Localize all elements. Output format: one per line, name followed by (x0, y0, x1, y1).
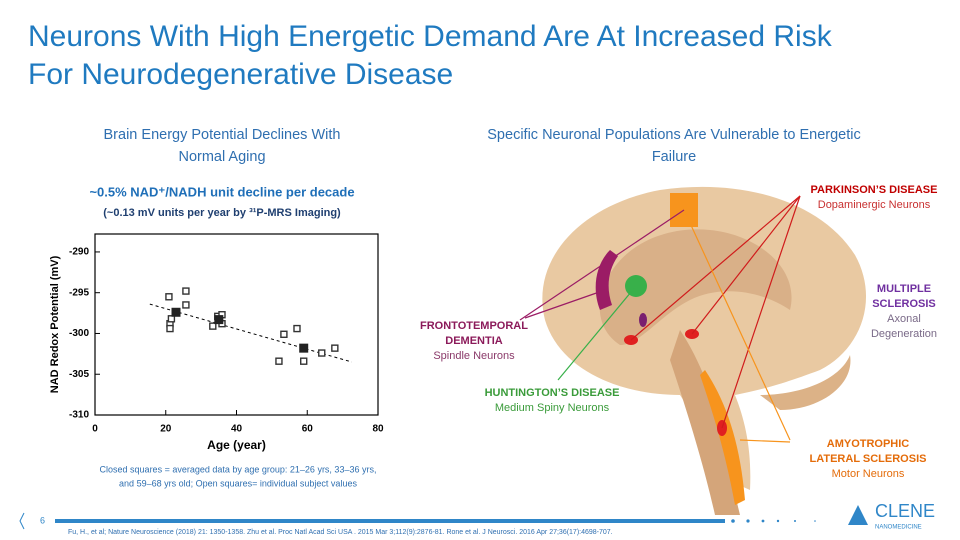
title-line: For Neurodegenerative Disease (28, 58, 453, 91)
arrow (630, 195, 801, 341)
open-square (331, 344, 339, 352)
page-number: 6 (40, 515, 45, 525)
brain-illustration (519, 186, 867, 515)
label-subtitle: Axonal (887, 313, 921, 325)
label-title: LATERAL SCLEROSIS (810, 453, 927, 465)
title: Neurons With High Energetic Demand Are A… (28, 20, 833, 91)
logo-subtitle: NANOMEDICINE (875, 525, 922, 531)
x-tick-label: 40 (231, 424, 243, 435)
x-tick-label: 0 (92, 424, 98, 435)
y-tick-label: -295 (69, 287, 89, 298)
arrow (524, 289, 606, 319)
y-axis-label: NAD Redox Potential (mV) (49, 255, 61, 393)
x-tick-label: 20 (160, 424, 172, 435)
x-tick-label: 80 (372, 424, 384, 435)
label-subtitle: Dopaminergic Neurons (818, 199, 931, 211)
label-subtitle: Spindle Neurons (433, 350, 515, 362)
label-title: DEMENTIA (445, 335, 503, 347)
page-bracket (19, 512, 25, 530)
panel-heading: Brain Energy Potential Declines With (104, 127, 341, 143)
open-square (275, 357, 283, 365)
arrow (721, 195, 801, 429)
open-square (182, 301, 190, 309)
x-axis-label: Age (year) (207, 438, 266, 452)
closed-square (171, 307, 181, 317)
open-square (280, 330, 288, 338)
caption: and 59–68 yrs old; Open squares= individ… (119, 478, 357, 488)
closed-square (214, 315, 224, 325)
open-square (300, 357, 308, 365)
title-line: Neurons With High Energetic Demand Are A… (28, 20, 833, 53)
panel-heading: Normal Aging (178, 149, 265, 165)
panel-heading: Specific Neuronal Populations Are Vulner… (487, 127, 860, 143)
brainstem (670, 330, 740, 515)
closed-square (299, 343, 309, 353)
arrow (519, 209, 685, 321)
open-square (165, 293, 173, 301)
open-square (209, 322, 217, 330)
open-square (182, 287, 190, 295)
open-square (166, 324, 174, 333)
label-subtitle: Medium Spiny Neurons (495, 402, 610, 414)
subhighlight: (~0.13 mV units per year by ³¹P-MRS Imag… (103, 207, 341, 219)
open-square (293, 324, 301, 333)
label-title: HUNTINGTON’S DISEASE (485, 387, 620, 399)
ms-region (639, 313, 647, 327)
x-tick-label: 60 (302, 424, 314, 435)
corpus-callosum (599, 229, 792, 345)
arrow (691, 195, 801, 335)
arrow (683, 209, 791, 441)
label-title: FRONTOTEMPORAL (420, 320, 528, 332)
logo-mark (848, 505, 868, 525)
logo: CLENE (875, 501, 935, 521)
y-tick-label: -290 (69, 247, 89, 258)
y-tick-label: -305 (69, 369, 89, 380)
open-square (167, 315, 176, 323)
cerebellum (760, 355, 851, 410)
open-square (318, 349, 326, 357)
y-tick-label: -300 (69, 328, 89, 339)
label-subtitle: Motor Neurons (832, 468, 905, 480)
highlight: ~0.5% NAD⁺/NADH unit decline per decade (89, 184, 354, 199)
references: Fu, H., et al; Nature Neuroscience (2018… (68, 529, 613, 536)
chart: -310 -305 -300 -295 -290 0 20 40 60 80 Age (year) N… (49, 233, 384, 452)
spinal-tract (700, 370, 745, 505)
label-title: AMYOTROPHIC (827, 438, 910, 450)
label-title: MULTIPLE (877, 283, 931, 295)
arrow (557, 285, 637, 381)
arrow (739, 439, 791, 443)
label-title: SCLEROSIS (872, 298, 936, 310)
label-title: PARKINSON’S DISEASE (811, 184, 938, 196)
footer-dots (731, 519, 816, 523)
caption: Closed squares = averaged data by age gr… (100, 464, 377, 474)
panel-heading: Failure (652, 149, 696, 165)
y-tick-label: -310 (69, 410, 89, 421)
label-subtitle: Degeneration (871, 328, 937, 340)
